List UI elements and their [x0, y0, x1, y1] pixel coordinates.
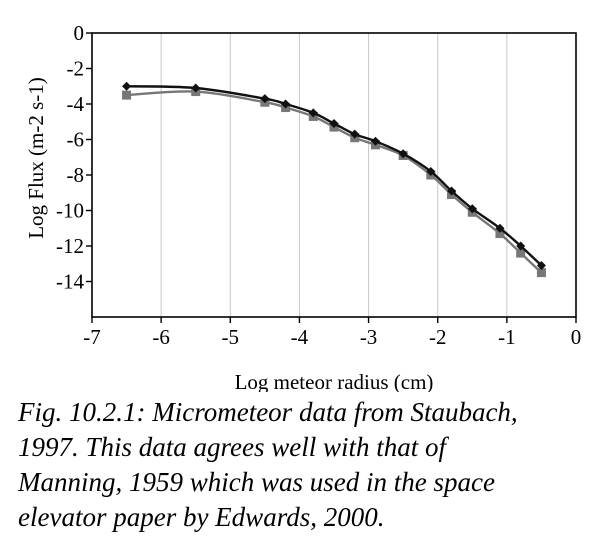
series-layer: [122, 81, 546, 278]
data-point-diamond: [281, 99, 291, 109]
data-point-square: [495, 229, 505, 239]
y-tick-label: -2: [67, 57, 85, 81]
data-point-diamond: [516, 241, 526, 251]
data-point-diamond: [467, 204, 477, 214]
y-axis-title: Log Flux (m-2 s-1): [24, 77, 48, 239]
x-tick-label: -5: [222, 325, 240, 349]
data-point-diamond: [350, 129, 360, 139]
caption-line: 1997. This data agrees well with that of: [18, 432, 447, 462]
caption-line: Manning, 1959 which was used in the spac…: [18, 467, 495, 497]
series-line: [126, 90, 543, 274]
x-tick-label: 0: [571, 325, 582, 349]
x-tick-label: -4: [291, 325, 309, 349]
x-tick-label: -3: [360, 325, 378, 349]
y-tick-label: -12: [56, 234, 84, 258]
y-tick-label: -10: [56, 199, 84, 223]
data-point-square: [122, 90, 132, 100]
y-tick-label: -6: [67, 128, 85, 152]
series-line: [126, 85, 543, 267]
x-tick-label: -1: [498, 325, 516, 349]
x-tick-label: -7: [83, 325, 101, 349]
data-point-diamond: [122, 81, 132, 91]
data-point-diamond: [398, 149, 408, 159]
caption-line: Fig. 10.2.1: Micrometeor data from Staub…: [18, 397, 518, 427]
data-point-diamond: [447, 186, 457, 196]
y-tick-label: 0: [74, 21, 85, 45]
data-point-diamond: [536, 261, 546, 271]
plot-frame: [91, 32, 577, 318]
x-axis-ticks: -7 -6 -5 -4 -3 -2 -1 0: [83, 317, 581, 349]
data-point-diamond: [426, 166, 436, 176]
data-point-diamond: [495, 223, 505, 233]
data-point-diamond: [308, 108, 318, 118]
data-point-diamond: [329, 119, 339, 129]
grid-lines: [160, 33, 508, 317]
y-tick-label: -4: [67, 92, 85, 116]
data-point-square: [536, 268, 546, 278]
x-tick-label: -2: [429, 325, 447, 349]
y-axis-ticks: 0 -2 -4 -6 -8 -10 -12 -14: [56, 21, 92, 294]
x-axis-title: Log meteor radius (cm): [235, 370, 434, 392]
data-point-diamond: [260, 94, 270, 104]
data-point-diamond: [191, 83, 201, 93]
data-point-square: [516, 248, 526, 258]
figure-caption: Fig. 10.2.1: Micrometeor data from Staub…: [18, 395, 598, 535]
x-tick-label: -6: [152, 325, 170, 349]
y-tick-label: -8: [67, 163, 85, 187]
data-point-diamond: [370, 136, 380, 146]
caption-line: elevator paper by Edwards, 2000.: [18, 502, 385, 532]
chart: -7 -6 -5 -4 -3 -2 -1 0 0-2-4-6-8-10-12-14 Log m…: [24, 21, 581, 392]
y-tick-label: -14: [56, 270, 84, 294]
